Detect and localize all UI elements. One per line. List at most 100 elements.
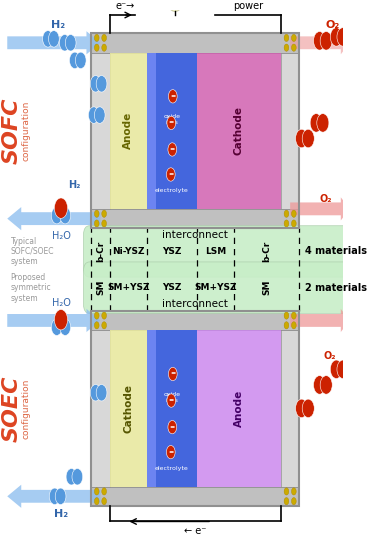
Circle shape [94,312,99,319]
Text: O₂: O₂ [323,352,336,361]
Circle shape [337,28,349,46]
Circle shape [102,220,107,227]
Bar [110,330,146,487]
Circle shape [302,129,314,148]
Circle shape [102,34,107,41]
Bar [110,53,146,209]
Text: ← e⁻: ← e⁻ [184,526,207,535]
Circle shape [102,312,107,319]
Circle shape [94,220,99,227]
Bar [281,53,299,209]
Text: SM+YSZ: SM+YSZ [194,283,237,292]
Circle shape [102,497,107,505]
Text: =: = [170,94,175,99]
Text: electrolyte: electrolyte [155,188,189,193]
Circle shape [60,207,70,224]
FancyBboxPatch shape [83,226,361,277]
Circle shape [94,488,99,495]
Circle shape [94,107,105,123]
Text: Cathode: Cathode [234,106,244,155]
Circle shape [102,322,107,329]
Circle shape [65,34,76,51]
Circle shape [168,143,177,156]
Circle shape [49,488,60,504]
Circle shape [72,468,83,485]
Text: H₂O: H₂O [52,298,70,308]
Circle shape [90,76,101,92]
Bar [197,53,281,209]
FancyArrow shape [7,309,100,332]
FancyArrow shape [290,309,350,332]
Circle shape [55,488,66,504]
Bar [91,330,110,487]
Text: H₂: H₂ [51,20,65,31]
Circle shape [102,488,107,495]
Text: Cathode: Cathode [123,384,133,433]
Circle shape [302,399,314,418]
Circle shape [314,376,325,394]
Text: =: = [170,425,175,430]
Circle shape [168,90,177,103]
Bar [91,33,299,228]
Circle shape [292,497,296,505]
Bar [91,209,299,228]
Circle shape [94,34,99,41]
Circle shape [284,44,289,51]
Text: O₂: O₂ [320,194,332,204]
Text: =: = [168,450,173,455]
Circle shape [317,114,329,132]
Bar [146,53,156,209]
Text: power: power [233,1,263,11]
Circle shape [296,399,308,418]
Text: Ni-YSZ: Ni-YSZ [112,247,144,256]
Circle shape [69,52,80,69]
Circle shape [90,384,101,401]
Circle shape [292,322,296,329]
Circle shape [284,497,289,505]
Text: SOFC: SOFC [1,98,21,164]
FancyArrow shape [290,197,350,220]
Text: 2 materials: 2 materials [305,282,367,293]
Circle shape [166,168,175,181]
Circle shape [292,210,296,218]
Text: O₂: O₂ [326,20,340,31]
Text: Proposed
symmetric
system: Proposed symmetric system [11,273,51,302]
Text: Anode: Anode [123,112,133,150]
Circle shape [42,31,54,47]
Circle shape [96,76,107,92]
Circle shape [59,34,70,51]
Circle shape [292,44,296,51]
Bar [146,330,197,487]
Circle shape [296,129,308,148]
Text: =: = [170,147,175,152]
Text: LSM: LSM [205,247,226,256]
Circle shape [292,312,296,319]
Circle shape [102,210,107,218]
Bar [91,311,299,506]
Text: configuration: configuration [21,101,30,161]
Text: =: = [169,398,174,403]
Text: Anode: Anode [234,390,244,427]
FancyArrow shape [7,485,100,508]
Circle shape [284,220,289,227]
Bar [91,53,110,209]
Bar [91,311,299,330]
Circle shape [51,207,62,224]
FancyBboxPatch shape [83,262,361,314]
FancyArrow shape [7,31,100,54]
Circle shape [310,114,322,132]
Bar [197,330,281,487]
Circle shape [60,319,70,336]
Text: 4 materials: 4 materials [305,247,367,256]
Bar [146,53,197,209]
Circle shape [292,34,296,41]
Circle shape [337,360,349,378]
Text: SM: SM [96,280,105,295]
Text: interconnect: interconnect [162,299,228,309]
Circle shape [66,468,77,485]
Text: interconnect: interconnect [162,230,228,241]
Circle shape [75,52,86,69]
Text: e⁻→: e⁻→ [116,1,135,11]
Circle shape [168,420,177,434]
Circle shape [51,319,62,336]
